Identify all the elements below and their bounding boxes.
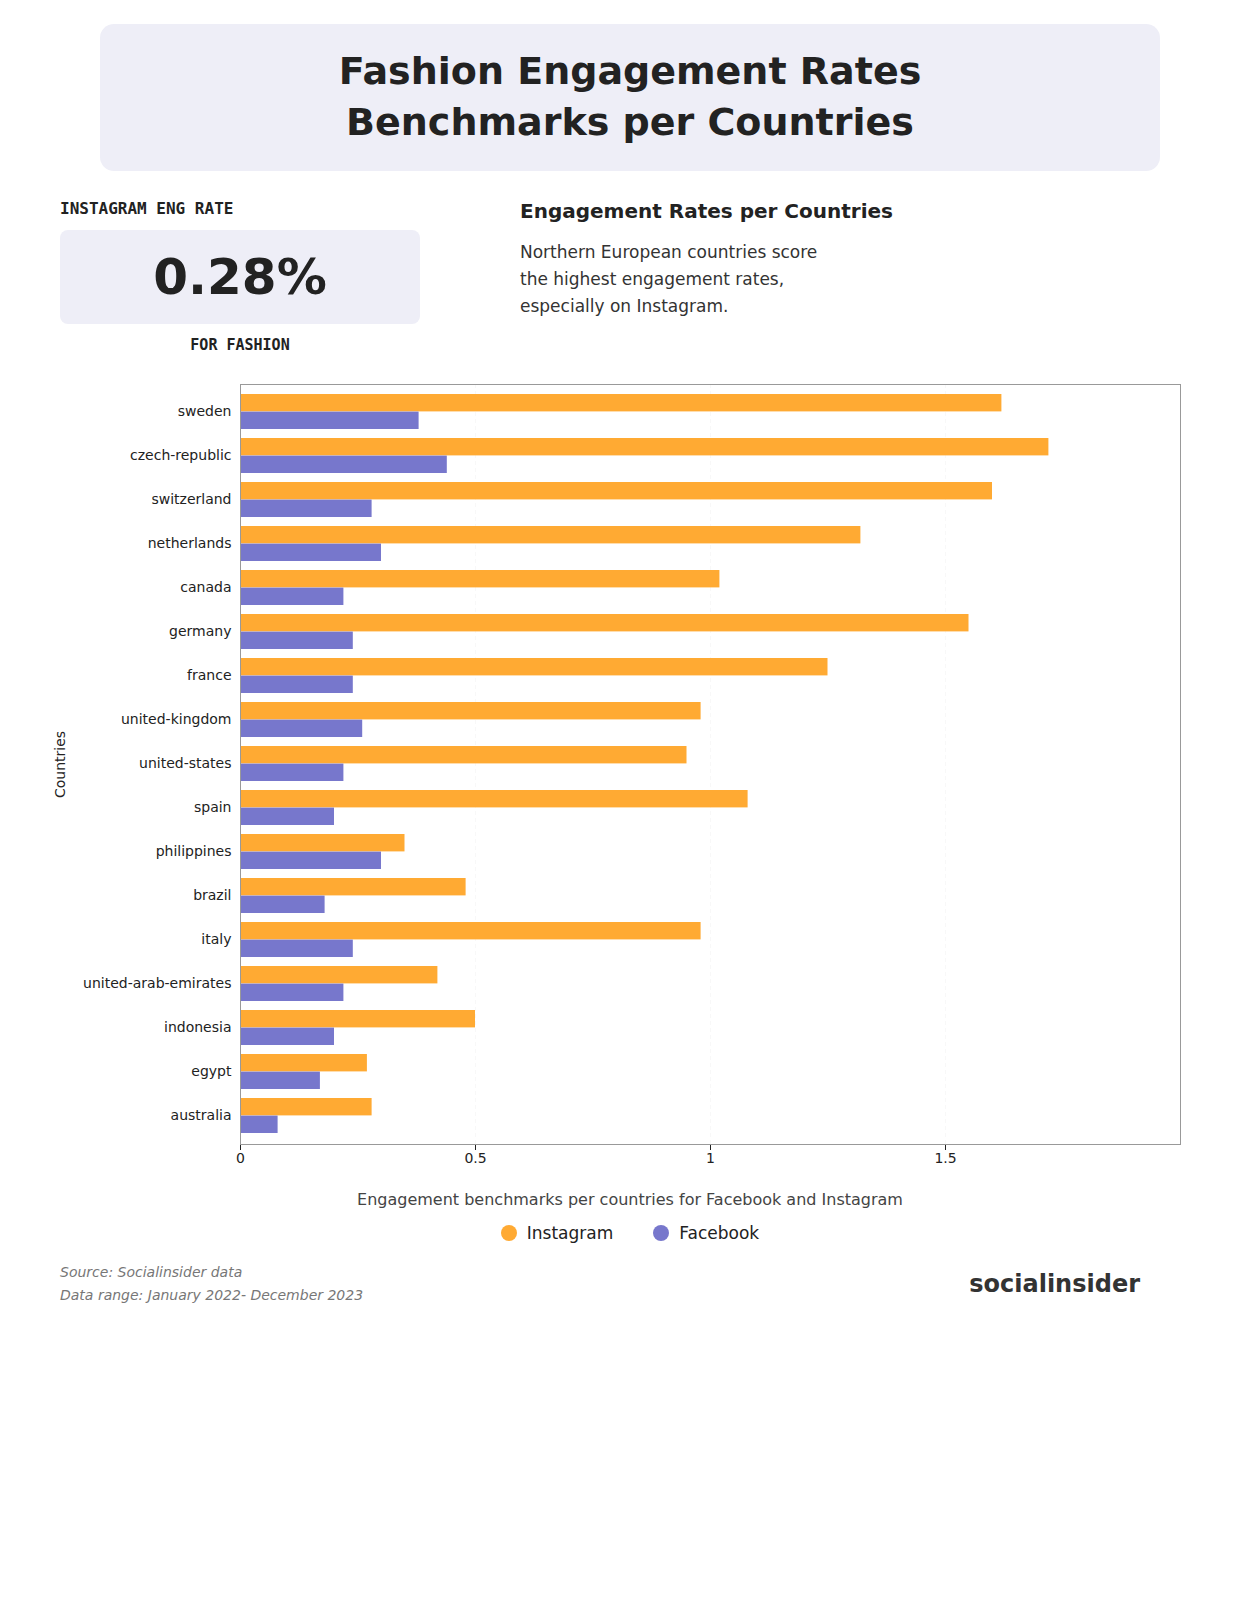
html-text:socialinsider: socialinsider: [969, 1270, 1140, 1299]
svg-text:canada: canada: [180, 579, 231, 595]
svg-text:indonesia: indonesia: [164, 1019, 231, 1035]
svg-text:spain: spain: [194, 799, 232, 815]
svg-text:switzerland: switzerland: [151, 491, 231, 507]
html-text:INSTAGRAM ENG RATE: INSTAGRAM ENG RATE: [60, 198, 234, 218]
svg-text:1: 1: [706, 1150, 715, 1166]
html-text:especially on Instagram.: especially on Instagram.: [520, 296, 729, 316]
html-text:Fashion Engagement Rates: Fashion Engagement Rates: [338, 49, 922, 93]
html-text:Northern European countries sc: Northern European countries score: [520, 241, 818, 262]
svg-text:united-kingdom: united-kingdom: [121, 711, 232, 727]
svg-text:france: france: [187, 667, 231, 683]
svg-text:netherlands: netherlands: [148, 535, 232, 551]
svg-text:philippines: philippines: [156, 843, 232, 859]
html-text:FOR FASHION: FOR FASHION: [190, 335, 290, 354]
html-text:0.28%: 0.28%: [153, 247, 327, 306]
svg-text:united-states: united-states: [139, 755, 231, 771]
svg-text:Countries: Countries: [52, 731, 68, 798]
html-text:Engagement Rates per Countries: Engagement Rates per Countries: [520, 198, 893, 223]
html-text:Benchmarks per Countries: Benchmarks per Countries: [346, 100, 914, 145]
svg-text:czech-republic: czech-republic: [130, 447, 231, 463]
html-text:Facebook: Facebook: [679, 1222, 760, 1243]
svg-text:united-arab-emirates: united-arab-emirates: [83, 975, 231, 991]
svg-text:0: 0: [236, 1150, 245, 1166]
svg-text:1.5: 1.5: [934, 1150, 956, 1166]
svg-text:egypt: egypt: [191, 1063, 232, 1079]
html-text:the highest engagement rates,: the highest engagement rates,: [520, 268, 785, 289]
html-text:Data range: January 2022- Dece: Data range: January 2022- December 2023: [60, 1287, 364, 1304]
svg-text:sweden: sweden: [178, 403, 232, 419]
svg-text:germany: germany: [169, 623, 231, 639]
svg-text:italy: italy: [201, 931, 231, 947]
html-text:Source: Socialinsider data: Source: Socialinsider data: [60, 1263, 243, 1280]
svg-text:australia: australia: [171, 1107, 232, 1123]
html-text:Engagement benchmarks per coun: Engagement benchmarks per countries for …: [357, 1189, 903, 1209]
svg-text:brazil: brazil: [193, 887, 231, 903]
svg-text:0.5: 0.5: [464, 1150, 486, 1166]
html-text:Instagram: Instagram: [526, 1222, 614, 1243]
